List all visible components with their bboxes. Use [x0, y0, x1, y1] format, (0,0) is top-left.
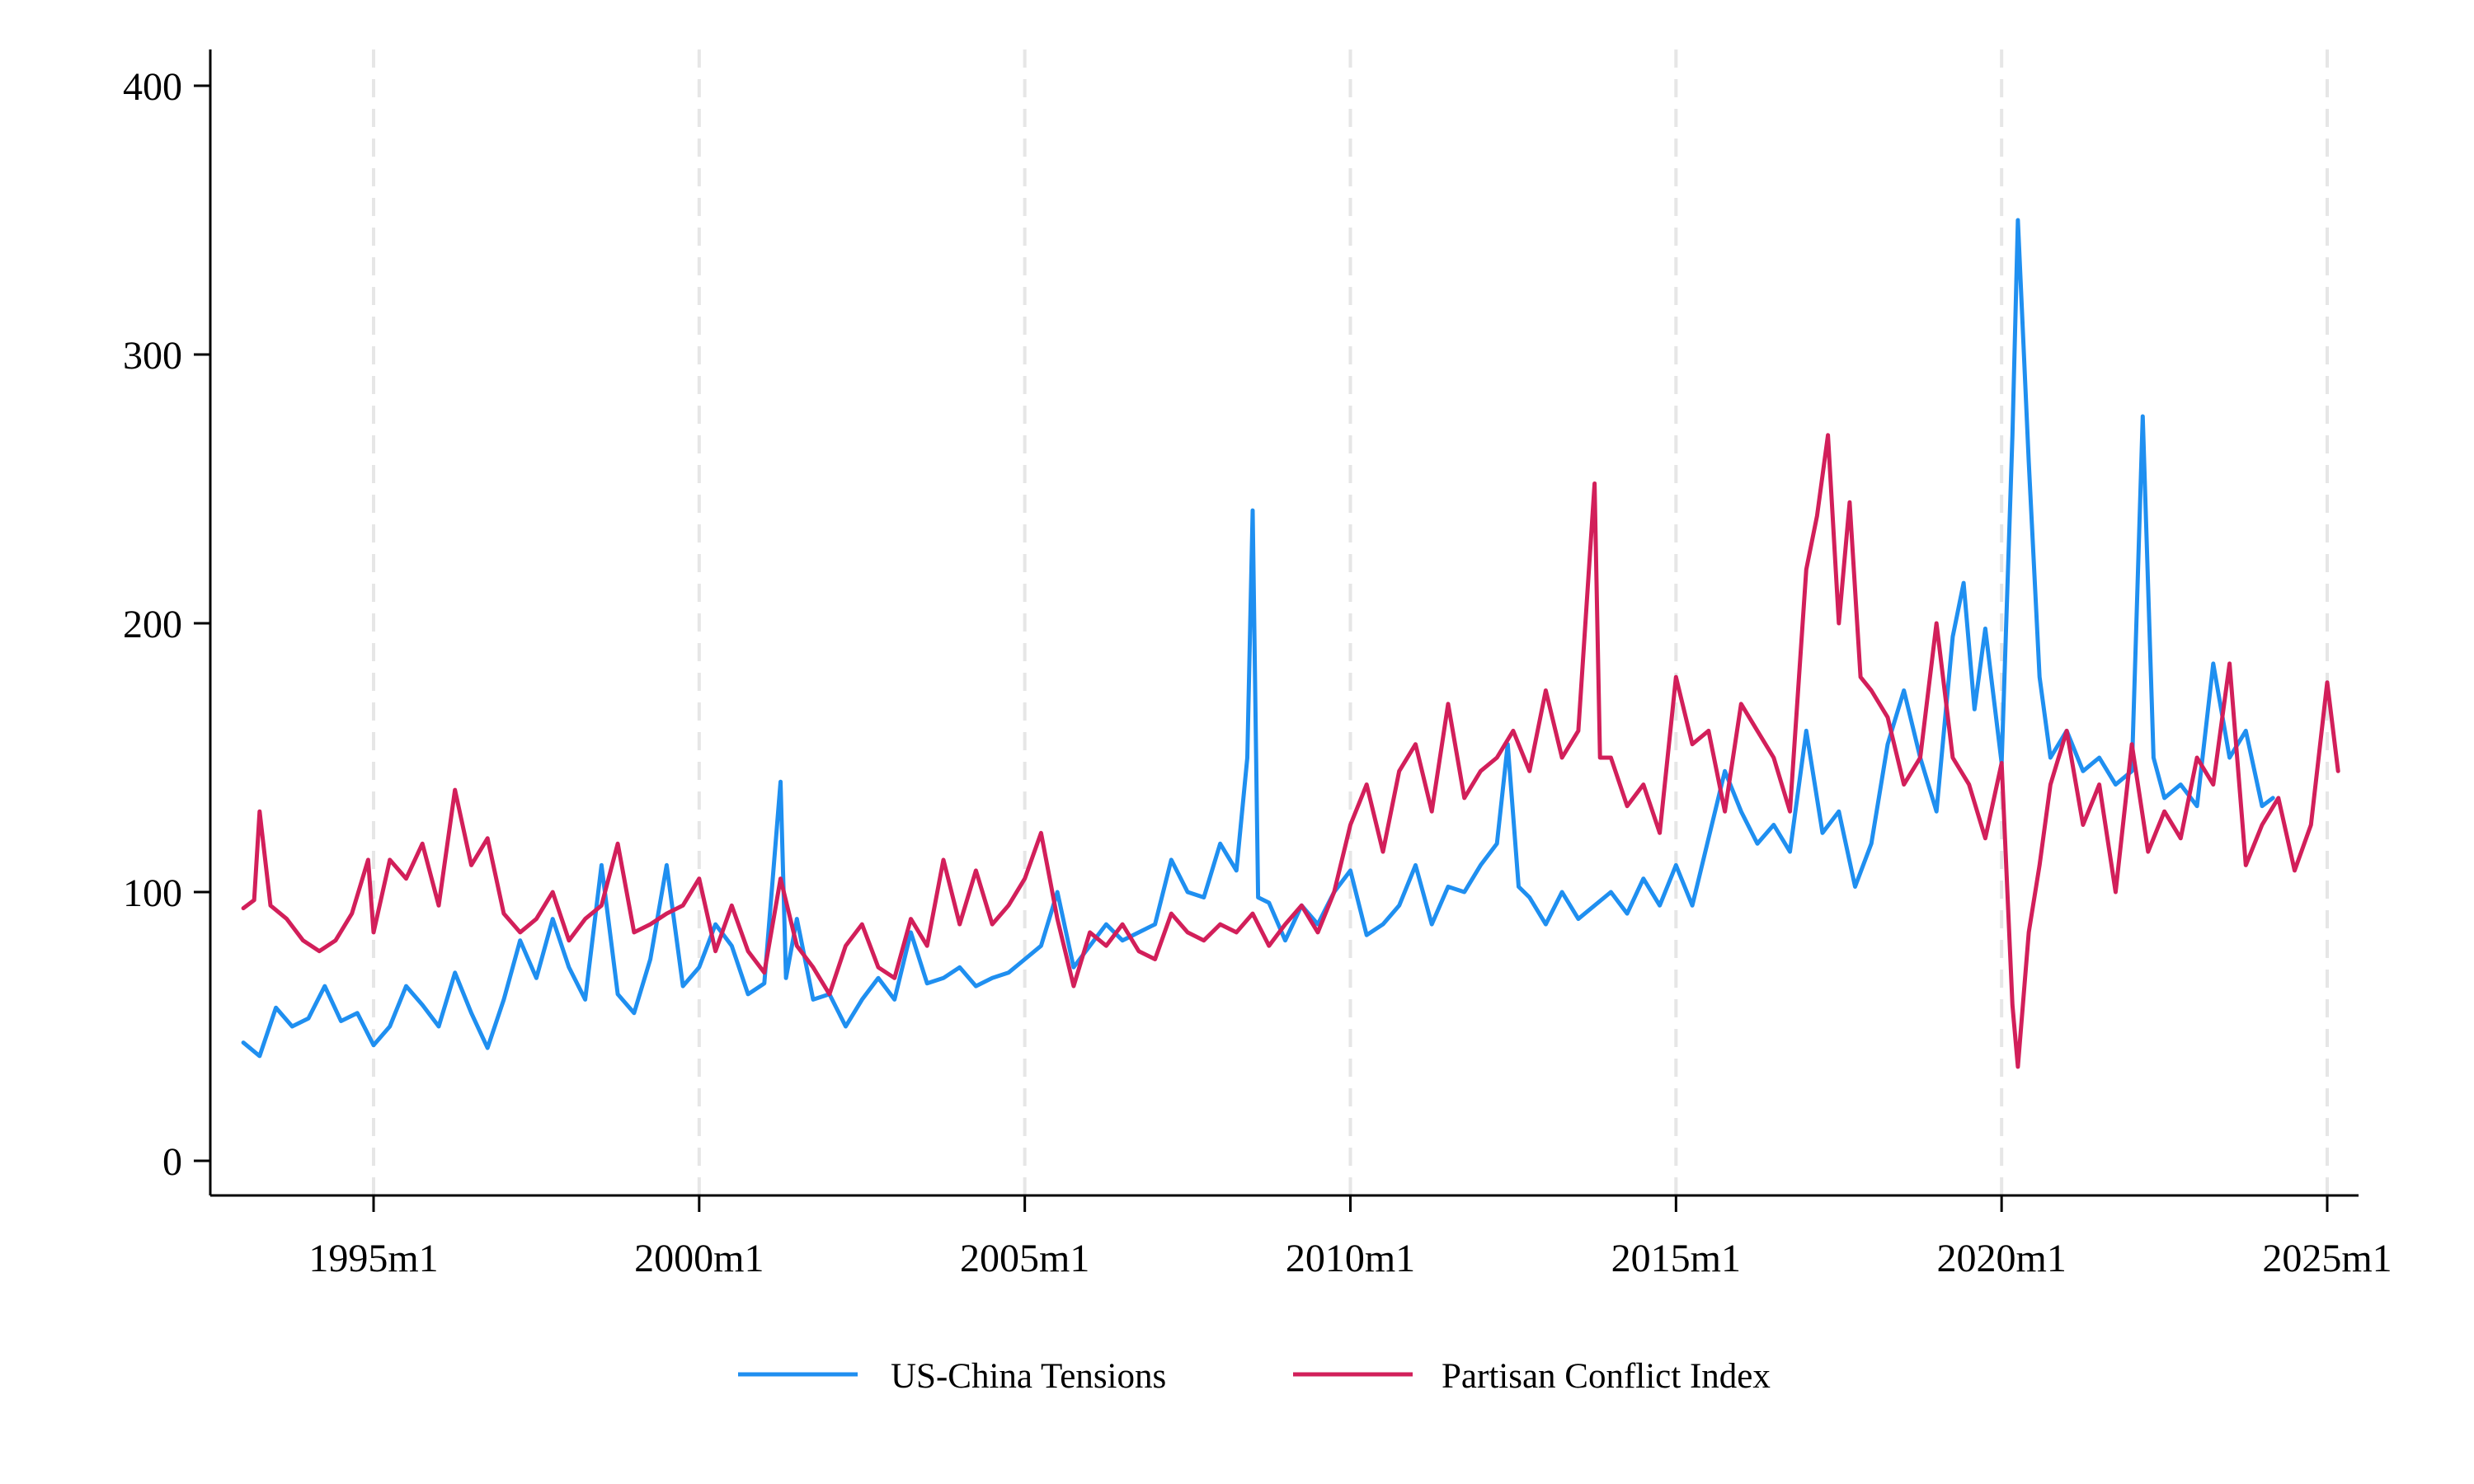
legend-item-us-china-tensions: US-China Tensions: [738, 1357, 1166, 1396]
x-tick-label-2025m1: 2025m1: [2262, 1237, 2392, 1280]
x-tick-label-2020m1: 2020m1: [1936, 1237, 2066, 1280]
y-tick-label-100: 100: [123, 871, 182, 915]
legend: US-China Tensions Partisan Conflict Inde…: [738, 1357, 1771, 1396]
x-tick-label-1995m1: 1995m1: [308, 1237, 438, 1280]
series-line-us-china-tensions: [241, 218, 2275, 1059]
x-tick-label-2000m1: 2000m1: [634, 1237, 764, 1280]
x-tick-label-2015m1: 2015m1: [1611, 1237, 1741, 1280]
x-tick-label-2010m1: 2010m1: [1286, 1237, 1415, 1280]
y-ticks: 0 100 200 300 400: [123, 65, 210, 1184]
series-layer: [241, 218, 2340, 1069]
y-tick-label-200: 200: [123, 603, 182, 646]
y-tick-label-400: 400: [123, 65, 182, 109]
legend-label-us-china-tensions: US-China Tensions: [891, 1357, 1166, 1396]
x-tick-label-2005m1: 2005m1: [960, 1237, 1089, 1280]
legend-item-partisan-conflict-index: Partisan Conflict Index: [1293, 1357, 1771, 1396]
legend-label-partisan-conflict-index: Partisan Conflict Index: [1442, 1357, 1771, 1396]
y-tick-label-0: 0: [162, 1140, 182, 1184]
x-gridlines: [372, 49, 2329, 1195]
x-ticks: 1995m1 2000m1 2005m1 2010m1 2015m1 2020m1 2025…: [308, 1195, 2392, 1280]
series-line-partisan-conflict-index: [241, 433, 2340, 1069]
y-tick-label-300: 300: [123, 334, 182, 378]
